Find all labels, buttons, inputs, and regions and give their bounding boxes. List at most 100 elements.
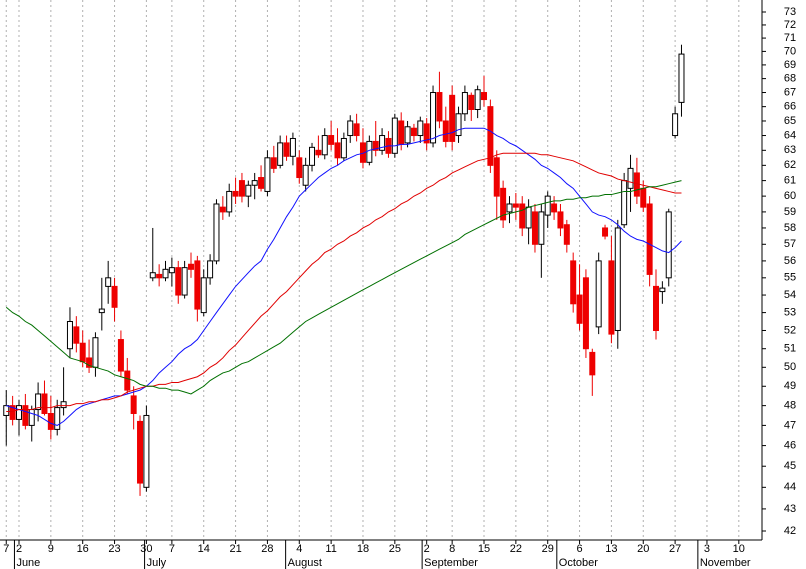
y-tick-label: 71 — [784, 32, 796, 44]
candle-body — [264, 157, 271, 192]
candle-body — [410, 127, 417, 137]
candle-body — [621, 180, 628, 226]
candle-body — [347, 120, 354, 137]
candle-body — [86, 357, 93, 368]
y-tick-label: 69 — [784, 59, 796, 71]
candle-body — [130, 395, 137, 414]
candle-body — [245, 184, 252, 197]
candle-body — [423, 123, 430, 144]
x-tick-label: 11 — [325, 543, 336, 555]
x-tick-label: 23 — [108, 543, 120, 555]
candle-body — [379, 135, 386, 151]
candle-body — [194, 260, 201, 310]
y-tick-label: 43 — [784, 503, 796, 515]
candle-body — [328, 135, 335, 145]
candle-body — [200, 277, 207, 314]
x-tick-label: 20 — [637, 543, 649, 555]
x-tick-label: 13 — [605, 543, 617, 555]
y-tick-label: 64 — [784, 129, 796, 141]
candle-body — [219, 206, 226, 213]
candle-body — [461, 92, 468, 115]
x-tick-label: 4 — [296, 543, 302, 555]
candle-body — [9, 405, 16, 420]
y-tick-label: 63 — [784, 144, 796, 156]
candle-body — [143, 414, 150, 488]
candle-body — [372, 140, 379, 151]
candle-body — [366, 140, 373, 163]
candle-body — [79, 342, 86, 363]
candle-body — [226, 190, 233, 213]
x-tick-label: 22 — [510, 543, 522, 555]
y-tick-label: 46 — [784, 439, 796, 451]
candle-body — [47, 412, 54, 430]
candle-body — [277, 142, 284, 166]
candle-body — [117, 339, 124, 372]
candle-body — [398, 120, 405, 145]
candle-body — [589, 351, 596, 376]
y-tick-label: 44 — [784, 481, 796, 493]
x-tick-label: 25 — [389, 543, 401, 555]
month-label: November — [700, 557, 751, 569]
candle-body — [665, 211, 672, 279]
y-tick-label: 45 — [784, 460, 796, 472]
x-tick-label: 15 — [478, 543, 490, 555]
y-tick-label: 50 — [784, 361, 796, 373]
candle-body — [289, 137, 296, 157]
candle-body — [41, 393, 48, 414]
month-label: June — [16, 557, 40, 569]
candle-body — [531, 211, 538, 245]
candle-body — [340, 137, 347, 159]
y-tick-label: 51 — [784, 343, 796, 355]
candle-body — [608, 260, 615, 335]
candle-body — [519, 203, 526, 229]
candle-body — [449, 94, 456, 142]
candle-body — [283, 142, 290, 157]
candle-body — [162, 268, 169, 279]
candle-body — [570, 260, 577, 305]
candle-body — [487, 106, 494, 166]
y-tick-label: 55 — [784, 272, 796, 284]
candle-body — [238, 180, 245, 197]
x-tick-label: 10 — [733, 543, 745, 555]
x-tick-label: 14 — [198, 543, 210, 555]
candle-body — [468, 94, 475, 110]
candle-body — [168, 267, 175, 274]
candle-body — [315, 149, 322, 156]
candle-body — [60, 401, 67, 409]
candle-body — [506, 203, 513, 213]
candle-body — [187, 263, 194, 270]
y-tick-label: 47 — [784, 419, 796, 431]
y-tick-label: 58 — [784, 222, 796, 234]
x-tick-label: 21 — [229, 543, 241, 555]
candle-body — [22, 405, 29, 426]
x-tick-label: 7 — [169, 543, 175, 555]
y-tick-label: 66 — [784, 101, 796, 113]
x-tick-label: 6 — [576, 543, 582, 555]
candle-body — [659, 287, 666, 293]
candle-body — [270, 157, 277, 169]
candle-body — [404, 126, 411, 144]
candle-body — [124, 370, 131, 391]
x-tick-label: 2 — [16, 543, 22, 555]
x-tick-label: 29 — [542, 543, 554, 555]
candle-body — [627, 167, 634, 189]
x-tick-label: 28 — [261, 543, 273, 555]
y-tick-label: 70 — [784, 45, 796, 57]
candle-body — [309, 146, 316, 166]
candle-body — [156, 273, 163, 279]
candle-body — [213, 203, 220, 262]
candle-body — [28, 409, 35, 426]
candle-body — [653, 285, 659, 331]
candle-body — [551, 203, 558, 213]
candle-body — [602, 227, 609, 237]
candle-body — [321, 135, 328, 156]
candle-body — [672, 113, 679, 137]
candle-body — [16, 405, 22, 420]
candle-body — [563, 224, 570, 245]
y-tick-label: 54 — [784, 289, 796, 301]
candle-body — [582, 277, 589, 350]
candle-body — [557, 211, 564, 229]
candle-body — [430, 92, 437, 144]
candle-body — [334, 142, 341, 159]
x-tick-label: 8 — [449, 543, 455, 555]
